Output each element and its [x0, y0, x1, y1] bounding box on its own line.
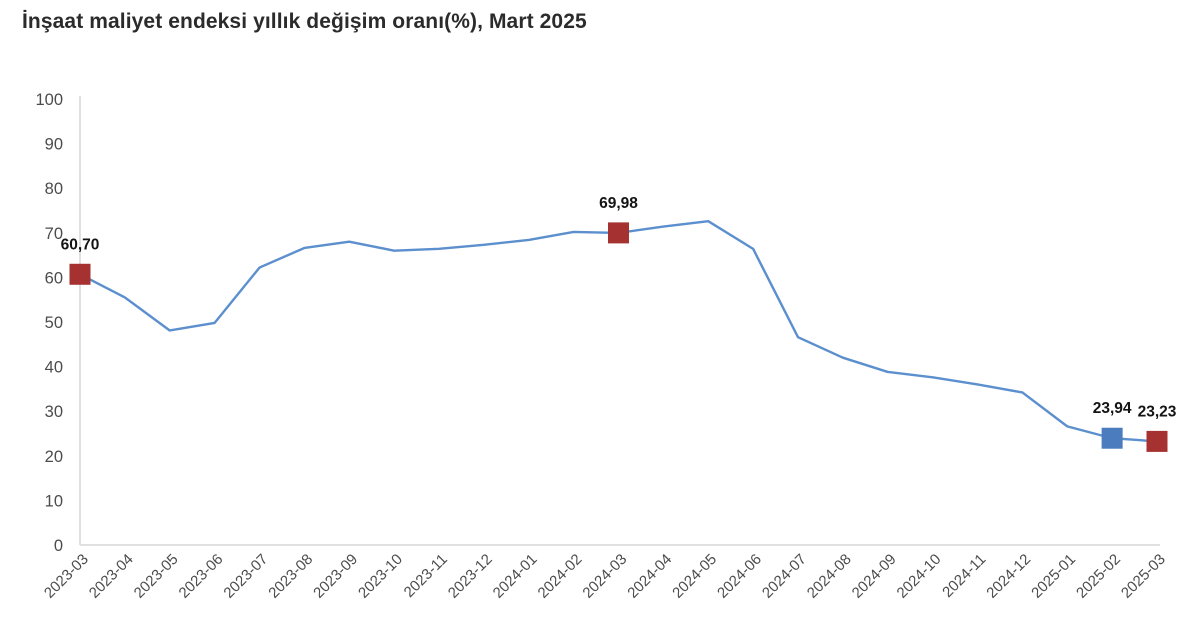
x-tick-label: 2024-05 [669, 551, 720, 602]
x-tick-label: 2024-12 [983, 551, 1034, 602]
x-tick-label: 2024-03 [579, 551, 630, 602]
x-tick-label: 2024-07 [759, 551, 810, 602]
data-point-marker-2023-03 [69, 263, 91, 285]
x-tick-label: 2023-08 [265, 551, 316, 602]
x-tick-label: 2023-09 [310, 551, 361, 602]
y-tick-label: 90 [45, 136, 63, 154]
data-point-marker-2025-03 [1146, 430, 1168, 452]
x-tick-label: 2023-06 [175, 551, 226, 602]
y-tick-label: 30 [45, 403, 63, 421]
y-tick-label: 40 [45, 359, 63, 377]
x-tick-label: 2023-07 [220, 551, 271, 602]
x-tick-label: 2024-09 [849, 551, 900, 602]
y-tick-label: 60 [45, 269, 63, 287]
series-line [78, 220, 1159, 443]
data-point-label-2025-02: 23,94 [1093, 400, 1132, 417]
data-point-label-2025-03: 23,23 [1138, 403, 1177, 420]
x-tick-label: 2023-05 [131, 551, 182, 602]
chart-title: İnşaat maliyet endeksi yıllık değişim or… [22, 10, 587, 33]
data-point-marker-2025-02 [1101, 427, 1123, 449]
data-point-marker-2024-03 [608, 222, 629, 244]
x-tick-label: 2024-06 [714, 551, 765, 602]
x-tick-label: 2024-01 [490, 551, 541, 602]
x-tick-label: 2024-04 [624, 551, 675, 602]
x-tick-label: 2023-11 [401, 551, 451, 601]
y-tick-label: 50 [45, 314, 63, 332]
x-tick-label: 2024-11 [939, 551, 989, 601]
x-tick-label: 2025-01 [1028, 551, 1079, 602]
y-tick-label: 80 [45, 180, 63, 198]
x-tick-label: 2025-02 [1073, 551, 1124, 602]
data-point-label-2023-03: 60,70 [61, 236, 100, 253]
data-point-label-2024-03: 69,98 [599, 195, 638, 212]
x-tick-label: 2024-02 [534, 551, 585, 602]
y-tick-label: 100 [35, 91, 63, 109]
x-tick-label: 2023-03 [41, 551, 92, 602]
x-tick-label: 2025-03 [1118, 551, 1169, 602]
x-tick-label: 2024-08 [804, 551, 855, 602]
y-tick-label: 0 [54, 537, 63, 555]
x-tick-label: 2023-12 [445, 551, 496, 602]
x-tick-label: 2024-10 [893, 551, 944, 602]
y-tick-label: 10 [45, 492, 63, 510]
y-tick-label: 20 [45, 448, 63, 466]
x-tick-label: 2023-04 [86, 551, 137, 602]
y-tick-label: 70 [45, 225, 63, 243]
x-tick-label: 2023-10 [355, 551, 406, 602]
